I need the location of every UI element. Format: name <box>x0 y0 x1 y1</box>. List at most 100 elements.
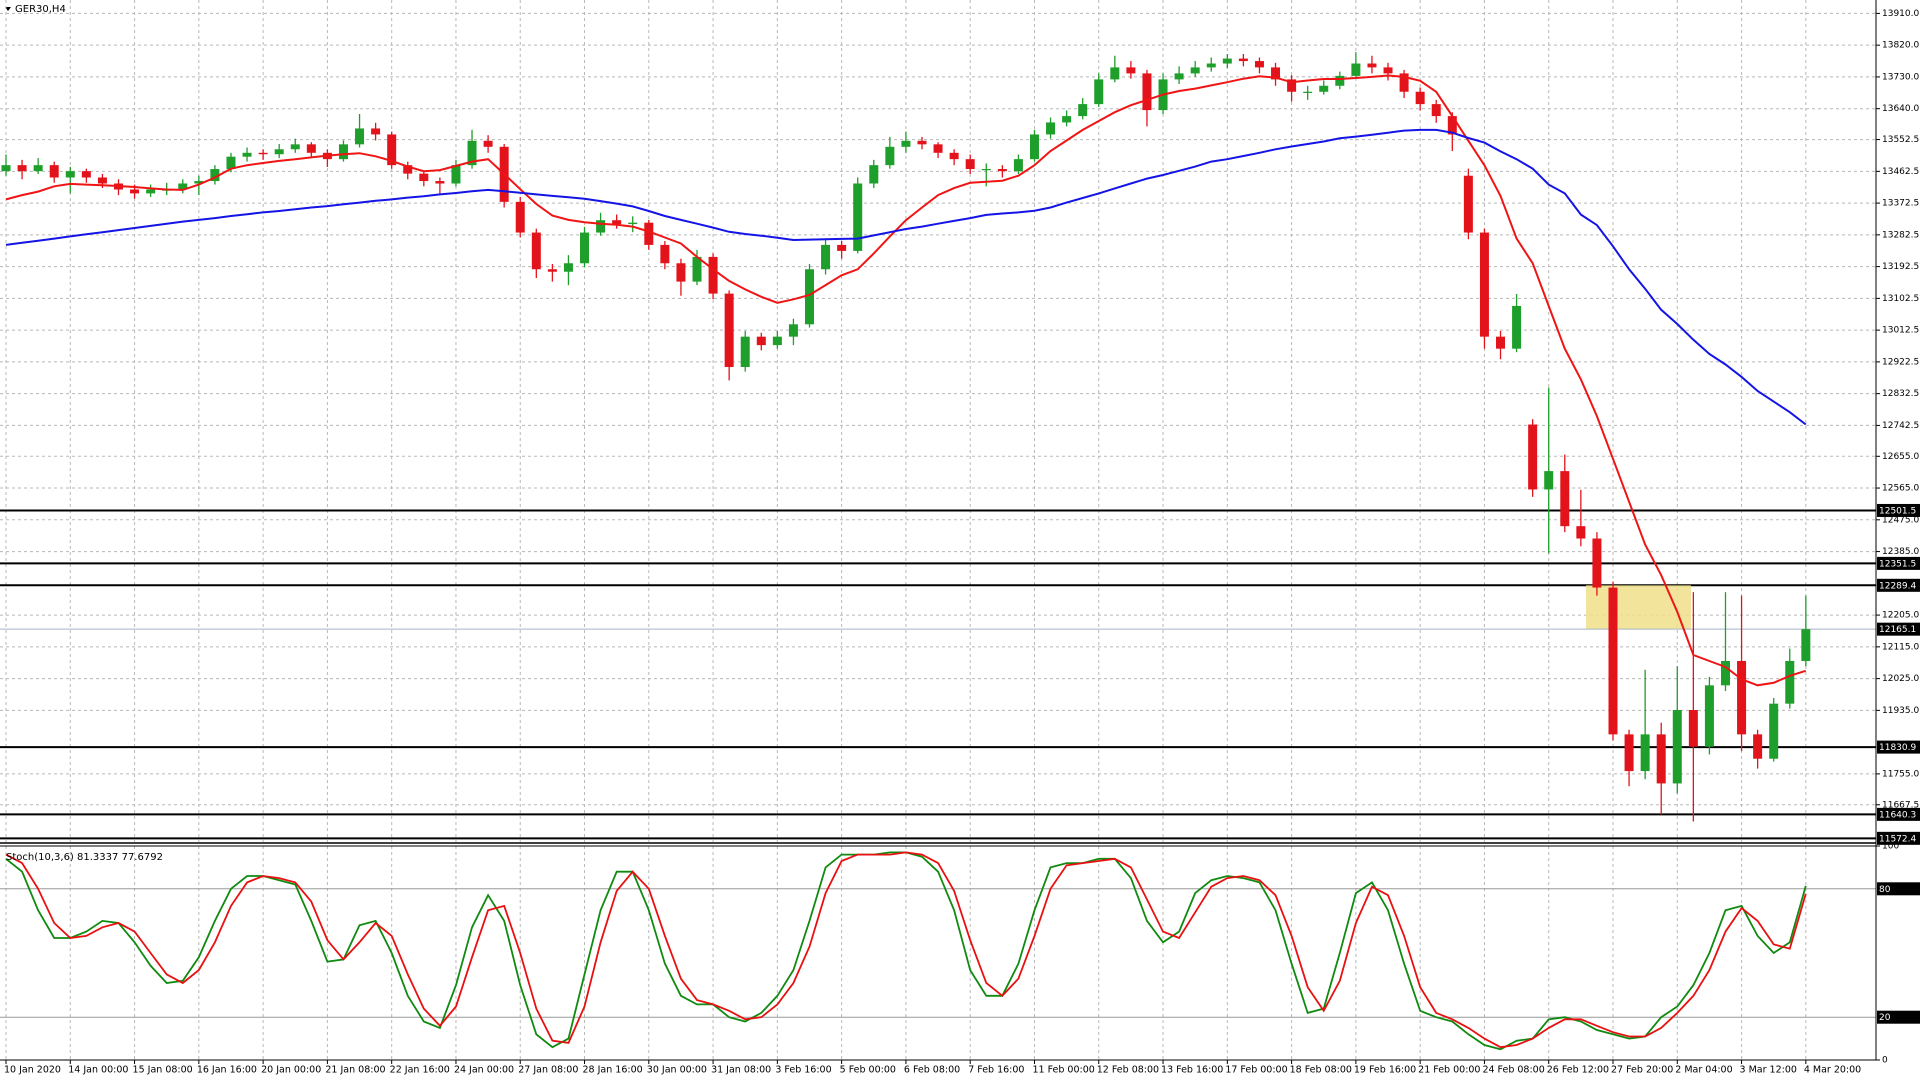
candle-body <box>403 165 413 174</box>
candle-body <box>371 128 381 135</box>
x-tick-label: 10 Jan 2020 <box>4 1065 61 1076</box>
candle-body <box>1656 734 1666 784</box>
candle-body <box>1351 63 1361 76</box>
candle-body <box>451 165 461 184</box>
candle-body <box>1737 660 1747 735</box>
chart-title: GER30,H4 <box>15 4 66 15</box>
x-tick-label: 21 Jan 08:00 <box>325 1065 385 1076</box>
x-tick-label: 26 Feb 12:00 <box>1547 1065 1609 1076</box>
indicator-value: 81.3337 <box>77 852 118 863</box>
candle-body <box>49 165 59 178</box>
candle-body <box>274 149 284 155</box>
y-tick-label: 13372.5 <box>1882 199 1919 209</box>
level-label-box <box>1877 831 1920 845</box>
level-label: 12165.1 <box>1879 625 1916 635</box>
candle-body <box>1046 122 1056 135</box>
candle-body <box>805 269 814 325</box>
candle-body <box>628 222 638 225</box>
candle-body <box>1512 305 1522 349</box>
level-label: 12501.5 <box>1879 506 1916 516</box>
x-tick-label: 24 Feb 08:00 <box>1482 1065 1544 1076</box>
y-tick-label: 13012.5 <box>1882 326 1919 336</box>
x-tick-label: 18 Feb 08:00 <box>1290 1065 1352 1076</box>
level-label: 11640.3 <box>1879 810 1916 820</box>
candle-body <box>676 263 686 282</box>
candle-body <box>660 244 670 264</box>
candle-body <box>65 171 75 178</box>
candle-body <box>1704 685 1714 747</box>
x-tick-label: 30 Jan 00:00 <box>647 1065 707 1076</box>
moving-average <box>5 128 1807 426</box>
candle-body <box>917 140 927 145</box>
x-tick-label: 13 Feb 16:00 <box>1161 1065 1223 1076</box>
candle-body <box>1399 73 1409 92</box>
x-tick-label: 31 Jan 08:00 <box>711 1065 771 1076</box>
level-label-box <box>1877 882 1920 896</box>
candle-body <box>1544 471 1554 490</box>
x-tick-label: 5 Feb 00:00 <box>840 1065 896 1076</box>
level-label: 12289.4 <box>1879 581 1916 591</box>
indicator-line <box>5 851 1807 1049</box>
candle-body <box>981 169 991 171</box>
y-tick-label: 13282.5 <box>1882 230 1919 240</box>
x-tick-label: 27 Jan 08:00 <box>518 1065 578 1076</box>
candle-body <box>821 244 831 270</box>
y-tick-label: 11755.0 <box>1882 769 1919 779</box>
candle-body <box>1785 660 1795 704</box>
candle-body <box>756 336 766 346</box>
candle-body <box>853 183 863 251</box>
candle-body <box>596 220 606 233</box>
y-tick-label: 13730.0 <box>1882 72 1919 82</box>
x-tick-label: 17 Feb 00:00 <box>1225 1065 1287 1076</box>
candle-body <box>1126 67 1136 74</box>
candle-body <box>1640 734 1650 772</box>
candle-body <box>644 222 654 245</box>
y-tick-label: 12832.5 <box>1882 389 1919 399</box>
candle-body <box>1415 91 1425 105</box>
y-tick-label: 100 <box>1882 842 1899 852</box>
candle-body <box>290 144 300 150</box>
candle-body <box>1013 159 1023 172</box>
candle-body <box>483 140 493 147</box>
y-tick-label: 11935.0 <box>1882 706 1919 716</box>
x-tick-label: 6 Feb 08:00 <box>904 1065 960 1076</box>
indicator-label: Stoch(10,3,6) 81.3337 77.6792 <box>6 852 163 863</box>
candle-body <box>1592 538 1602 588</box>
candle-body <box>467 140 477 166</box>
candle-body <box>1271 67 1281 80</box>
candle-body <box>1463 175 1473 233</box>
candle-body <box>692 256 702 282</box>
candle-body <box>1335 75 1345 86</box>
level-label: 80 <box>1879 885 1891 895</box>
x-tick-label: 21 Feb 00:00 <box>1418 1065 1480 1076</box>
candle-body <box>1753 734 1763 759</box>
level-label-box <box>1877 556 1920 570</box>
candle-body <box>17 165 27 172</box>
candle-body <box>788 324 798 337</box>
x-tick-label: 19 Feb 16:00 <box>1354 1065 1416 1076</box>
candle-body <box>1560 471 1570 527</box>
candle-body <box>949 152 959 160</box>
y-tick-label: 12385.0 <box>1882 547 1919 557</box>
level-label-box <box>1877 503 1920 517</box>
candle-body <box>1769 703 1779 759</box>
x-tick-label: 16 Jan 16:00 <box>197 1065 257 1076</box>
candle-body <box>1624 734 1634 772</box>
x-tick-label: 22 Jan 16:00 <box>390 1065 450 1076</box>
level-label: 11572.4 <box>1879 834 1916 844</box>
y-tick-label: 13102.5 <box>1882 294 1919 304</box>
level-label: 12351.5 <box>1879 559 1916 569</box>
candle-body <box>612 220 622 225</box>
candle-body <box>178 183 188 190</box>
candle-body <box>1254 61 1264 68</box>
candle-body <box>1303 91 1313 93</box>
candle-body <box>965 159 975 170</box>
candle-body <box>547 269 557 272</box>
indicator-value: 77.6792 <box>122 852 163 863</box>
candle-body <box>306 144 316 153</box>
indicator-name: Stoch(10,3,6) <box>6 852 74 863</box>
candle-body <box>210 169 220 182</box>
candle-body <box>724 293 734 368</box>
candle-body <box>1672 710 1682 784</box>
